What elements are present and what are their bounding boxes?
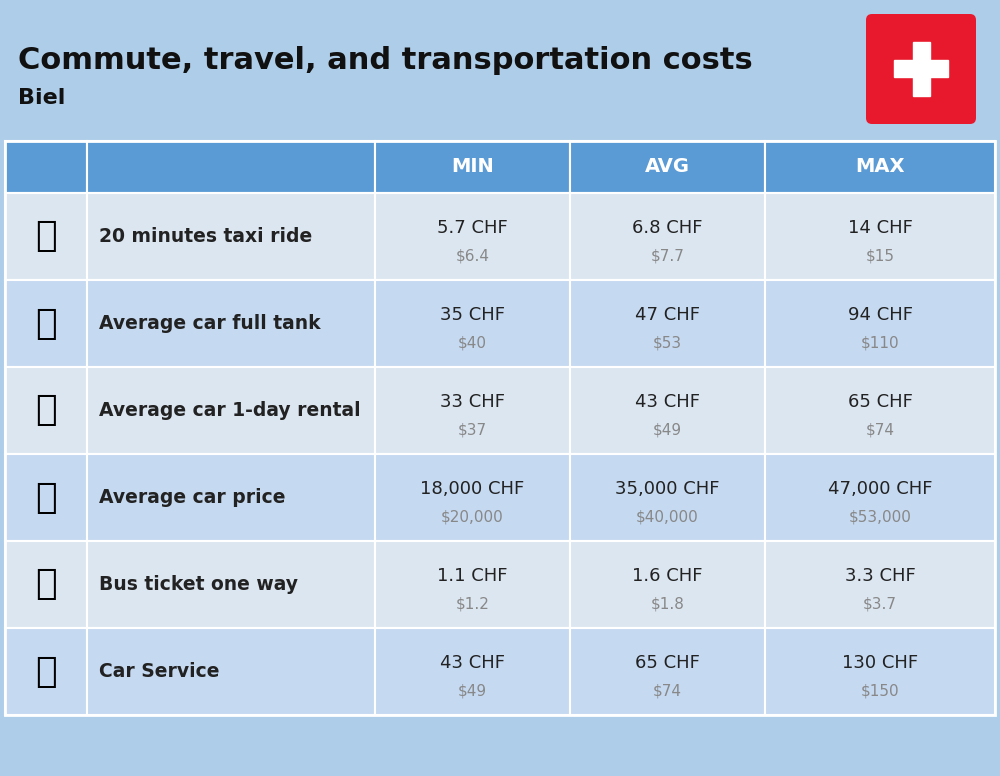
Bar [375,628,570,715]
Text: ⛽: ⛽ [35,307,57,341]
Bar [87,541,375,628]
Text: 35 CHF: 35 CHF [440,306,505,324]
Bar [375,193,570,280]
Text: $74: $74 [866,422,895,437]
Text: $7.7: $7.7 [651,248,684,263]
Text: 20 minutes taxi ride: 20 minutes taxi ride [99,227,312,246]
Text: 33 CHF: 33 CHF [440,393,505,411]
Bar [570,280,765,367]
Bar [570,367,765,454]
Bar [375,367,570,454]
Bar [765,193,995,280]
Bar [87,454,375,541]
Bar [5,280,87,367]
Text: $40,000: $40,000 [636,509,699,524]
Bar [5,193,87,280]
Text: $37: $37 [458,422,487,437]
Text: 3.3 CHF: 3.3 CHF [845,566,915,585]
Text: 🚗: 🚗 [35,480,57,514]
Bar [765,141,995,193]
Text: Average car price: Average car price [99,488,286,507]
Text: 47 CHF: 47 CHF [635,306,700,324]
Text: 1.6 CHF: 1.6 CHF [632,566,703,585]
Bar [5,367,87,454]
Text: 94 CHF: 94 CHF [848,306,913,324]
Text: 65 CHF: 65 CHF [635,654,700,672]
Bar [87,280,375,367]
Bar [570,541,765,628]
Text: 18,000 CHF: 18,000 CHF [420,480,525,497]
Bar [570,454,765,541]
Bar [570,628,765,715]
Bar [375,141,570,193]
Text: 14 CHF: 14 CHF [848,219,912,237]
Text: Bus ticket one way: Bus ticket one way [99,575,298,594]
Bar [5,628,87,715]
Bar [87,141,375,193]
Text: 🛠: 🛠 [35,654,57,688]
Bar [87,367,375,454]
Bar [5,141,87,193]
Bar [87,193,375,280]
Bar [894,61,948,78]
Text: Commute, travel, and transportation costs: Commute, travel, and transportation cost… [18,46,753,75]
Text: $49: $49 [653,422,682,437]
Text: $15: $15 [866,248,895,263]
Bar [765,367,995,454]
Text: 43 CHF: 43 CHF [440,654,505,672]
Bar [765,628,995,715]
Text: 35,000 CHF: 35,000 CHF [615,480,720,497]
Text: 130 CHF: 130 CHF [842,654,918,672]
Text: 6.8 CHF: 6.8 CHF [632,219,703,237]
Text: 43 CHF: 43 CHF [635,393,700,411]
Text: $6.4: $6.4 [455,248,489,263]
Bar [375,280,570,367]
Text: $1.2: $1.2 [456,596,489,611]
Bar [5,454,87,541]
Text: 🚕: 🚕 [35,220,57,254]
Bar [5,541,87,628]
Text: 🚙: 🚙 [35,393,57,428]
Text: 47,000 CHF: 47,000 CHF [828,480,932,497]
Text: 65 CHF: 65 CHF [848,393,912,411]
Text: Biel: Biel [18,88,65,108]
Bar [912,42,930,96]
Text: $40: $40 [458,335,487,350]
Text: MIN: MIN [451,158,494,176]
Text: $53: $53 [653,335,682,350]
Text: $150: $150 [861,683,899,698]
Bar [570,141,765,193]
Bar [375,454,570,541]
Text: $74: $74 [653,683,682,698]
Bar [5,141,995,715]
Text: Average car full tank: Average car full tank [99,314,321,333]
Text: $20,000: $20,000 [441,509,504,524]
Bar [765,541,995,628]
Bar [87,628,375,715]
Text: $1.8: $1.8 [651,596,684,611]
Text: $49: $49 [458,683,487,698]
Bar [570,193,765,280]
Text: Car Service: Car Service [99,662,220,681]
Text: $53,000: $53,000 [849,509,911,524]
Text: AVG: AVG [645,158,690,176]
Bar [765,454,995,541]
FancyBboxPatch shape [866,14,976,124]
Text: Average car 1-day rental: Average car 1-day rental [99,401,361,420]
Text: 5.7 CHF: 5.7 CHF [437,219,508,237]
Bar [375,541,570,628]
Text: 🚌: 🚌 [35,567,57,601]
Text: $110: $110 [861,335,899,350]
Text: MAX: MAX [855,158,905,176]
Text: $3.7: $3.7 [863,596,897,611]
Text: 1.1 CHF: 1.1 CHF [437,566,508,585]
Bar [765,280,995,367]
